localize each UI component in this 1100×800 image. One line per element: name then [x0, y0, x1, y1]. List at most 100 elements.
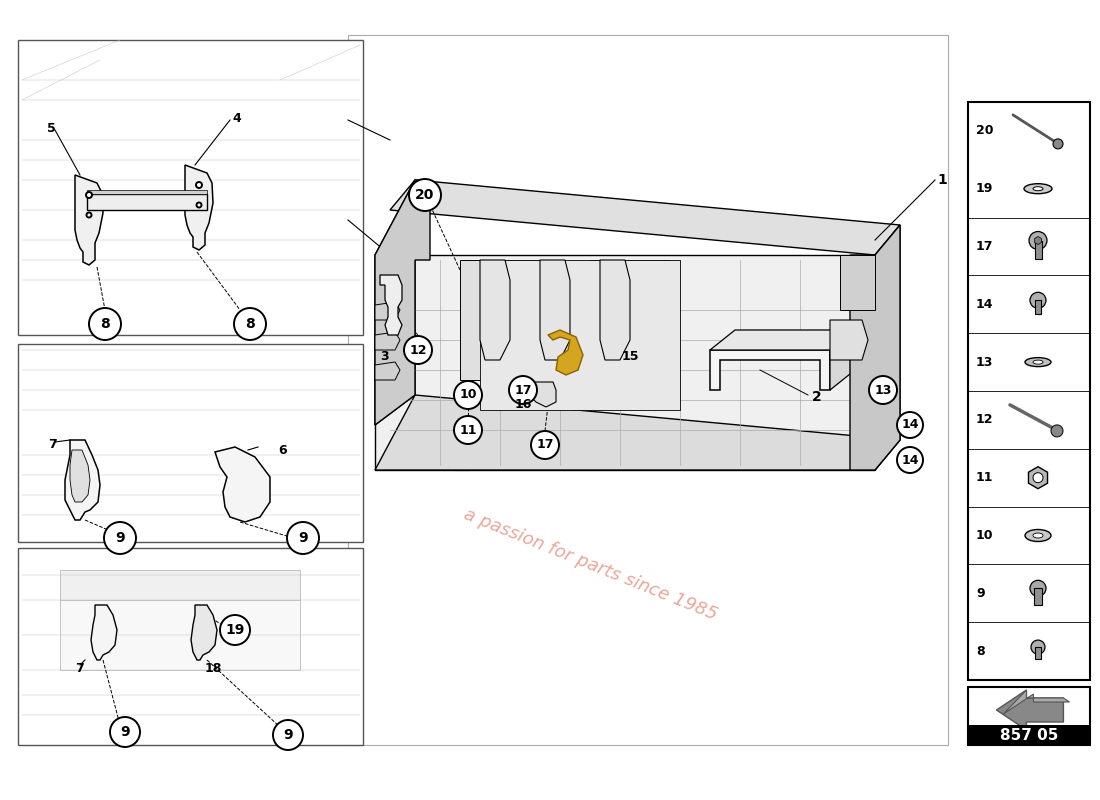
- Circle shape: [89, 308, 121, 340]
- Text: 14: 14: [901, 454, 918, 466]
- Text: 9: 9: [116, 531, 124, 545]
- Circle shape: [287, 522, 319, 554]
- Text: 9: 9: [283, 728, 293, 742]
- Bar: [968, 725, 1090, 745]
- Polygon shape: [540, 260, 570, 360]
- Polygon shape: [840, 255, 874, 310]
- Text: 17: 17: [515, 383, 531, 397]
- Circle shape: [409, 179, 441, 211]
- Text: 20: 20: [976, 124, 993, 138]
- Polygon shape: [375, 255, 874, 470]
- Polygon shape: [379, 275, 401, 335]
- Polygon shape: [214, 447, 270, 522]
- Circle shape: [454, 416, 482, 444]
- Text: 17: 17: [537, 438, 553, 451]
- Text: 857 05: 857 05: [1000, 727, 1058, 742]
- Bar: [18, 40, 363, 335]
- Polygon shape: [460, 260, 540, 380]
- Text: 1: 1: [937, 173, 947, 187]
- Circle shape: [87, 213, 91, 218]
- Polygon shape: [548, 330, 583, 375]
- Polygon shape: [1003, 690, 1069, 714]
- Text: 11: 11: [976, 471, 993, 484]
- Ellipse shape: [1033, 186, 1043, 190]
- Text: 20: 20: [416, 188, 434, 202]
- Circle shape: [509, 376, 537, 404]
- Text: 11: 11: [460, 423, 476, 437]
- Circle shape: [196, 182, 202, 188]
- Circle shape: [1028, 231, 1047, 250]
- Polygon shape: [375, 180, 430, 425]
- Polygon shape: [375, 180, 415, 425]
- Polygon shape: [600, 260, 630, 360]
- Text: 17: 17: [976, 240, 993, 253]
- Polygon shape: [850, 225, 900, 470]
- Polygon shape: [65, 440, 100, 520]
- Circle shape: [86, 192, 92, 198]
- Text: a passion for parts since 1985: a passion for parts since 1985: [461, 506, 719, 624]
- Bar: [60, 595, 300, 670]
- Bar: [1035, 647, 1041, 659]
- Text: euro: euro: [464, 329, 685, 411]
- Bar: [87, 190, 207, 194]
- Ellipse shape: [1025, 358, 1050, 366]
- Text: 12: 12: [409, 343, 427, 357]
- Polygon shape: [390, 180, 900, 255]
- Text: 5: 5: [47, 122, 56, 134]
- Circle shape: [896, 412, 923, 438]
- Polygon shape: [1028, 466, 1047, 489]
- Polygon shape: [528, 382, 556, 407]
- Polygon shape: [710, 330, 855, 350]
- Text: 19: 19: [976, 182, 993, 195]
- Circle shape: [1030, 292, 1046, 308]
- Text: parts: parts: [448, 389, 703, 471]
- Polygon shape: [375, 332, 400, 350]
- Ellipse shape: [1024, 184, 1052, 194]
- Text: 10: 10: [460, 389, 476, 402]
- Text: 14: 14: [976, 298, 993, 310]
- Polygon shape: [91, 605, 117, 660]
- Bar: [60, 570, 300, 600]
- Polygon shape: [185, 165, 213, 250]
- Polygon shape: [830, 330, 855, 390]
- Polygon shape: [375, 362, 400, 380]
- Text: 8: 8: [100, 317, 110, 331]
- Polygon shape: [874, 225, 900, 470]
- Text: 8: 8: [245, 317, 255, 331]
- Text: 7: 7: [75, 662, 84, 674]
- Circle shape: [110, 717, 140, 747]
- Text: 13: 13: [874, 383, 892, 397]
- Polygon shape: [191, 605, 217, 660]
- Polygon shape: [710, 350, 830, 390]
- Bar: [968, 687, 1090, 745]
- Polygon shape: [70, 450, 90, 502]
- Text: 14: 14: [901, 418, 918, 431]
- Text: 9: 9: [120, 725, 130, 739]
- Polygon shape: [75, 175, 103, 265]
- Text: 4: 4: [232, 111, 241, 125]
- Bar: [18, 344, 363, 542]
- Polygon shape: [480, 260, 680, 410]
- Polygon shape: [997, 690, 1064, 730]
- Text: 18: 18: [205, 662, 222, 674]
- Bar: [1034, 241, 1042, 258]
- Bar: [968, 102, 1090, 680]
- Text: 13: 13: [976, 355, 993, 369]
- Circle shape: [273, 720, 303, 750]
- Circle shape: [1033, 473, 1043, 482]
- Circle shape: [404, 336, 432, 364]
- Ellipse shape: [1025, 530, 1050, 542]
- Text: 19: 19: [226, 623, 244, 637]
- Polygon shape: [480, 260, 510, 360]
- Text: 8: 8: [976, 645, 984, 658]
- Text: 15: 15: [621, 350, 639, 363]
- Circle shape: [1031, 640, 1045, 654]
- Circle shape: [1030, 580, 1046, 596]
- Text: 10: 10: [976, 529, 993, 542]
- Polygon shape: [375, 302, 400, 320]
- Polygon shape: [830, 320, 868, 360]
- Text: 7: 7: [48, 438, 57, 451]
- Text: 12: 12: [976, 414, 993, 426]
- Circle shape: [531, 431, 559, 459]
- Bar: [18, 548, 363, 745]
